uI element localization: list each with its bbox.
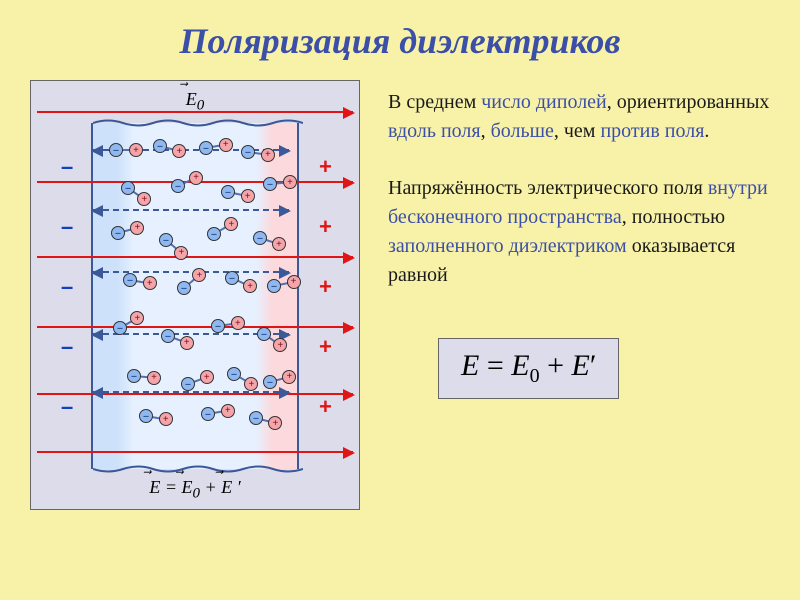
inner-field-line (93, 271, 289, 273)
field-line (37, 256, 353, 258)
slide: Поляризация диэлектриков E⃗0 E⃗ = E⃗0 + … (0, 0, 800, 600)
plus-sign: + (319, 214, 332, 240)
plus-sign: + (319, 394, 332, 420)
minus-sign: – (61, 154, 73, 180)
slide-title: Поляризация диэлектриков (30, 20, 770, 62)
field-line (37, 326, 353, 328)
minus-sign: – (61, 274, 73, 300)
field-line (37, 111, 353, 113)
equation-box: E = E0 + E′ (438, 338, 619, 399)
minus-sign: – (61, 394, 73, 420)
field-line (37, 393, 353, 395)
plus-sign: + (319, 154, 332, 180)
polarization-diagram: E⃗0 E⃗ = E⃗0 + E⃗ ′ –+–+–+–+–+–+–+–+–+–+… (30, 80, 360, 510)
minus-sign: – (61, 334, 73, 360)
paragraph-1: В среднем число диполей, ориентированных… (388, 88, 770, 146)
content-row: E⃗0 E⃗ = E⃗0 + E⃗ ′ –+–+–+–+–+–+–+–+–+–+… (30, 80, 770, 510)
text-column: В среднем число диполей, ориентированных… (388, 80, 770, 510)
inner-field-line (93, 391, 289, 393)
minus-sign: – (61, 214, 73, 240)
label-sum: E⃗ = E⃗0 + E⃗ ′ (149, 477, 240, 503)
plus-sign: + (319, 334, 332, 360)
paragraph-2: Напряжённость электрического поля внутри… (388, 174, 770, 290)
field-line (37, 451, 353, 453)
plus-sign: + (319, 274, 332, 300)
equation: E = E0 + E′ (461, 349, 596, 382)
inner-field-line (93, 209, 289, 211)
